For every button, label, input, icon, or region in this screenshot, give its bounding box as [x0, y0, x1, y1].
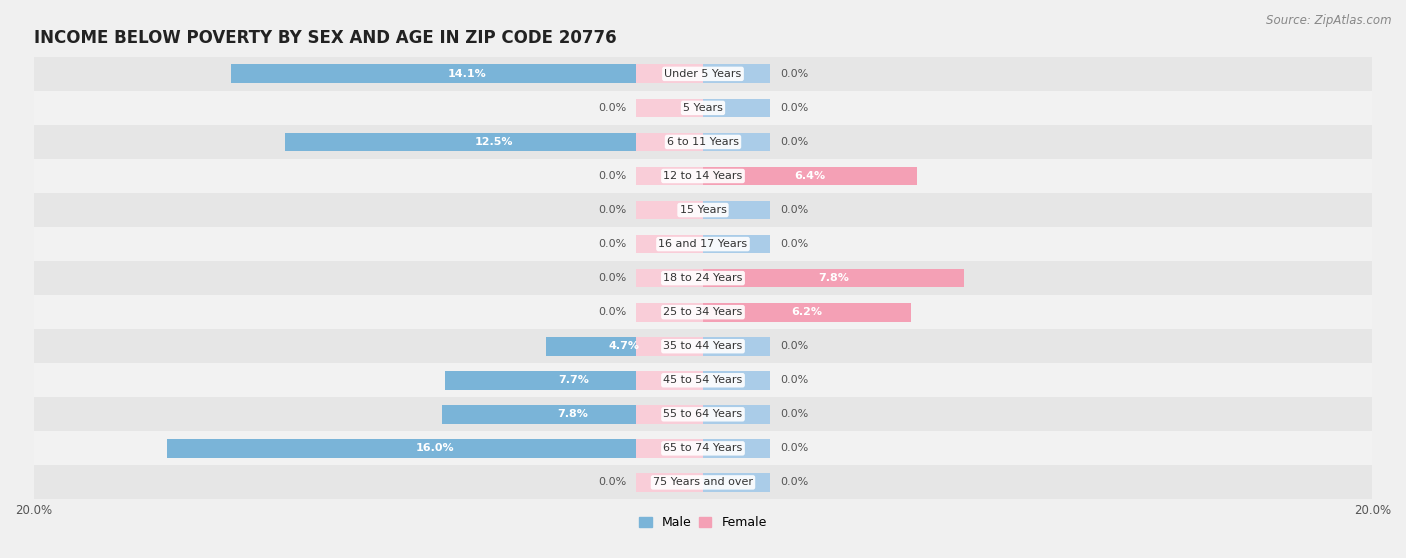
Bar	[34, 431, 1372, 465]
Bar	[34, 329, 1372, 363]
Bar	[34, 465, 1372, 499]
Text: 0.0%: 0.0%	[780, 239, 808, 249]
Bar	[703, 65, 770, 83]
Legend: Male, Female: Male, Female	[636, 512, 770, 533]
Bar	[34, 159, 1372, 193]
Text: 16 and 17 Years: 16 and 17 Years	[658, 239, 748, 249]
Bar	[34, 91, 1372, 125]
Bar	[703, 405, 770, 424]
Text: 0.0%: 0.0%	[780, 137, 808, 147]
Text: 0.0%: 0.0%	[598, 273, 626, 283]
Text: Source: ZipAtlas.com: Source: ZipAtlas.com	[1267, 14, 1392, 27]
Bar	[703, 303, 770, 321]
Bar	[441, 405, 703, 424]
Text: 7.8%: 7.8%	[557, 410, 588, 419]
Bar	[703, 439, 770, 458]
Text: 12.5%: 12.5%	[475, 137, 513, 147]
Text: 25 to 34 Years: 25 to 34 Years	[664, 307, 742, 317]
Text: 0.0%: 0.0%	[780, 205, 808, 215]
Bar	[703, 99, 770, 117]
Text: 0.0%: 0.0%	[780, 478, 808, 487]
Bar	[636, 201, 703, 219]
Bar	[703, 235, 770, 253]
Text: 16.0%: 16.0%	[416, 444, 454, 453]
Text: 6.2%: 6.2%	[792, 307, 823, 317]
Text: 6.4%: 6.4%	[794, 171, 825, 181]
Text: 0.0%: 0.0%	[598, 239, 626, 249]
Bar	[34, 397, 1372, 431]
Text: 55 to 64 Years: 55 to 64 Years	[664, 410, 742, 419]
Bar	[703, 337, 770, 355]
Text: 12 to 14 Years: 12 to 14 Years	[664, 171, 742, 181]
Bar	[34, 57, 1372, 91]
Bar	[446, 371, 703, 389]
Bar	[34, 295, 1372, 329]
Bar	[167, 439, 703, 458]
Bar	[34, 227, 1372, 261]
Text: 7.7%: 7.7%	[558, 376, 589, 385]
Bar	[546, 337, 703, 355]
Bar	[636, 473, 703, 492]
Bar	[34, 125, 1372, 159]
Text: 0.0%: 0.0%	[598, 103, 626, 113]
Bar	[636, 269, 703, 287]
Bar	[34, 261, 1372, 295]
Text: 0.0%: 0.0%	[780, 341, 808, 351]
Text: 0.0%: 0.0%	[780, 103, 808, 113]
Text: 7.8%: 7.8%	[818, 273, 849, 283]
Bar	[636, 235, 703, 253]
Bar	[34, 363, 1372, 397]
Text: 35 to 44 Years: 35 to 44 Years	[664, 341, 742, 351]
Text: 45 to 54 Years: 45 to 54 Years	[664, 376, 742, 385]
Text: Under 5 Years: Under 5 Years	[665, 69, 741, 79]
Text: 0.0%: 0.0%	[598, 307, 626, 317]
Text: 5 Years: 5 Years	[683, 103, 723, 113]
Bar	[636, 405, 703, 424]
Text: 0.0%: 0.0%	[598, 478, 626, 487]
Text: 0.0%: 0.0%	[780, 410, 808, 419]
Text: 0.0%: 0.0%	[780, 69, 808, 79]
Bar	[636, 371, 703, 389]
Text: 6 to 11 Years: 6 to 11 Years	[666, 137, 740, 147]
Bar	[284, 133, 703, 151]
Text: 75 Years and over: 75 Years and over	[652, 478, 754, 487]
Text: 18 to 24 Years: 18 to 24 Years	[664, 273, 742, 283]
Text: 15 Years: 15 Years	[679, 205, 727, 215]
Bar	[703, 303, 911, 321]
Bar	[703, 371, 770, 389]
Bar	[636, 337, 703, 355]
Text: 0.0%: 0.0%	[780, 376, 808, 385]
Bar	[636, 167, 703, 185]
Bar	[636, 303, 703, 321]
Bar	[636, 65, 703, 83]
Bar	[703, 167, 770, 185]
Text: 14.1%: 14.1%	[447, 69, 486, 79]
Text: 0.0%: 0.0%	[598, 171, 626, 181]
Text: 4.7%: 4.7%	[609, 341, 640, 351]
Bar	[636, 133, 703, 151]
Bar	[703, 133, 770, 151]
Bar	[703, 473, 770, 492]
Bar	[703, 167, 917, 185]
Bar	[231, 65, 703, 83]
Text: INCOME BELOW POVERTY BY SEX AND AGE IN ZIP CODE 20776: INCOME BELOW POVERTY BY SEX AND AGE IN Z…	[34, 29, 616, 47]
Bar	[703, 269, 770, 287]
Bar	[703, 269, 965, 287]
Bar	[636, 439, 703, 458]
Bar	[636, 99, 703, 117]
Bar	[34, 193, 1372, 227]
Text: 0.0%: 0.0%	[598, 205, 626, 215]
Text: 65 to 74 Years: 65 to 74 Years	[664, 444, 742, 453]
Text: 0.0%: 0.0%	[780, 444, 808, 453]
Bar	[703, 201, 770, 219]
